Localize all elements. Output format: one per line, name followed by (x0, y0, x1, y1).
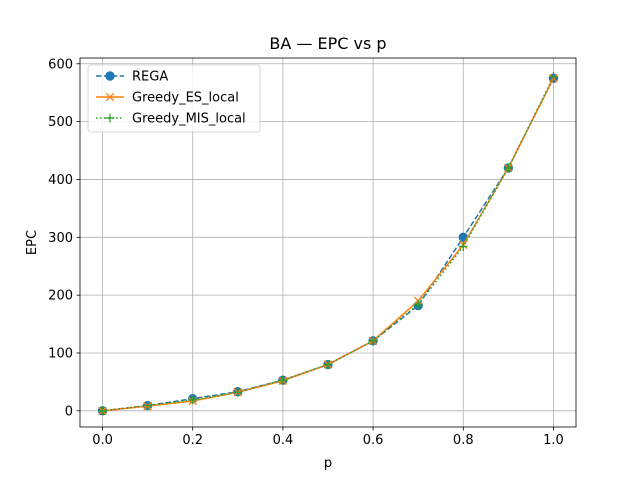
y-tick-label: 400 (48, 173, 73, 188)
y-tick-label: 500 (48, 115, 73, 130)
x-tick-label: 0.8 (453, 433, 474, 448)
y-axis-label: EPC (25, 230, 40, 255)
data-point (323, 360, 333, 369)
x-tick-label: 0.4 (273, 433, 294, 448)
legend-box (87, 64, 261, 133)
legend: REGA Greedy_ES_local Greedy_MIS_local (87, 64, 261, 133)
y-tick-label: 100 (48, 346, 73, 361)
axes-frame (79, 57, 577, 428)
x-tick-label: 0.6 (363, 433, 384, 448)
legend-marker (105, 113, 115, 123)
legend-marker-stroke (105, 92, 115, 102)
ticks: 0.0 0.2 0.4 0.6 0.8 1.0 0 100 200 300 400 500 600 (48, 57, 564, 448)
data-point (188, 395, 198, 405)
y-tick-label: 300 (48, 231, 73, 246)
chart-title: BA — EPC vs p (269, 34, 386, 53)
y-tick-label: 200 (48, 289, 73, 304)
legend-label: REGA (132, 70, 168, 85)
y-tick-label: 0 (65, 404, 73, 419)
legend-marker (105, 71, 115, 81)
x-axis-label: p (324, 456, 332, 471)
data-point (278, 375, 288, 385)
x-tick-label: 0.0 (92, 433, 113, 448)
legend-label: Greedy_MIS_local (132, 112, 246, 127)
data-point (143, 401, 153, 411)
legend-marker (105, 92, 115, 102)
data-point (549, 72, 558, 81)
legend-item: Greedy_ES_local (96, 91, 239, 106)
series-2 (98, 72, 558, 416)
data-point (98, 406, 107, 416)
series-layer (97, 72, 559, 416)
data-point (413, 299, 423, 309)
data-point (368, 336, 378, 346)
grid (80, 58, 576, 427)
data-point (233, 387, 243, 397)
legend-label: Greedy_ES_local (132, 91, 239, 106)
data-point (458, 242, 468, 251)
x-tick-label: 0.2 (182, 433, 203, 448)
data-point (503, 163, 513, 173)
x-tick-label: 1.0 (543, 433, 564, 448)
y-tick-label: 600 (48, 57, 73, 72)
legend-item: REGA (96, 70, 168, 85)
legend-item: Greedy_MIS_local (96, 112, 246, 127)
